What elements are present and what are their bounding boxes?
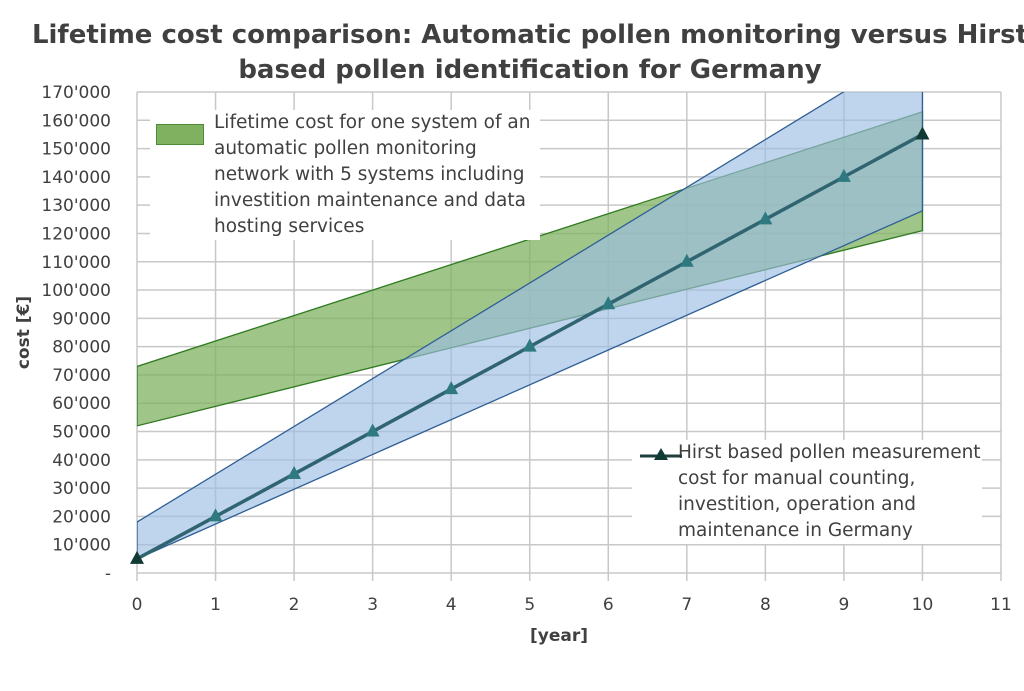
x-tick-label: 9 (838, 595, 849, 615)
y-tick-label: 140'000 (41, 168, 111, 188)
x-tick-label: 8 (760, 595, 771, 615)
data-point-marker (836, 168, 851, 182)
x-axis-label: [year] (530, 626, 588, 646)
x-tick-label: 6 (603, 595, 614, 615)
x-tick-label: 3 (367, 595, 378, 615)
legend-line-marker (640, 448, 682, 460)
y-tick-label: 130'000 (41, 196, 111, 216)
data-point-marker (758, 211, 773, 225)
x-tick-label: 11 (990, 595, 1012, 615)
x-tick-label: 0 (132, 595, 143, 615)
y-tick-label: 50'000 (52, 423, 111, 443)
data-point-marker (915, 126, 930, 140)
legend-green: Lifetime cost for one system of an autom… (150, 110, 540, 240)
y-tick-label: 150'000 (41, 140, 111, 160)
data-point-marker (287, 465, 302, 479)
y-tick-label: 10'000 (52, 536, 111, 556)
x-tick-label: 7 (681, 595, 692, 615)
series-group (137, 92, 924, 561)
data-point-marker (444, 381, 459, 395)
y-tick-label: 60'000 (52, 394, 111, 414)
legend-line: Hirst based pollen measurement cost for … (632, 440, 982, 544)
y-tick-label: 90'000 (52, 309, 111, 329)
chart-title: Lifetime cost comparison: Automatic poll… (31, 20, 1024, 85)
y-tick-label: 30'000 (52, 479, 111, 499)
x-tick-label: 1 (210, 595, 221, 615)
x-tick-label: 10 (912, 595, 934, 615)
y-tick-label: - (105, 564, 111, 584)
y-tick-label: 40'000 (52, 451, 111, 471)
y-axis-label: cost [€] (14, 296, 34, 369)
y-tick-label: 100'000 (41, 281, 111, 301)
y-tick-label: 120'000 (41, 224, 111, 244)
data-point-marker (679, 253, 694, 267)
legend-line-text: Hirst based pollen measurement cost for … (678, 442, 981, 541)
y-tick-label: 110'000 (41, 253, 111, 273)
data-point-marker (601, 296, 616, 310)
data-point-marker (208, 508, 223, 522)
data-point-marker (365, 423, 380, 437)
data-point-marker (130, 550, 144, 564)
x-tick-label: 4 (446, 595, 457, 615)
band-series-1 (137, 92, 924, 560)
data-point-marker (522, 338, 537, 352)
y-tick-label: 70'000 (52, 366, 111, 386)
legend-green-text: Lifetime cost for one system of an autom… (214, 112, 531, 237)
x-tick-label: 2 (289, 595, 300, 615)
y-tick-label: 170'000 (41, 83, 111, 103)
y-tick-label: 80'000 (52, 338, 111, 358)
y-tick-label: 20'000 (52, 507, 111, 527)
x-tick-label: 5 (524, 595, 535, 615)
y-tick-label: 160'000 (41, 111, 111, 131)
legend-green-swatch (156, 124, 204, 145)
